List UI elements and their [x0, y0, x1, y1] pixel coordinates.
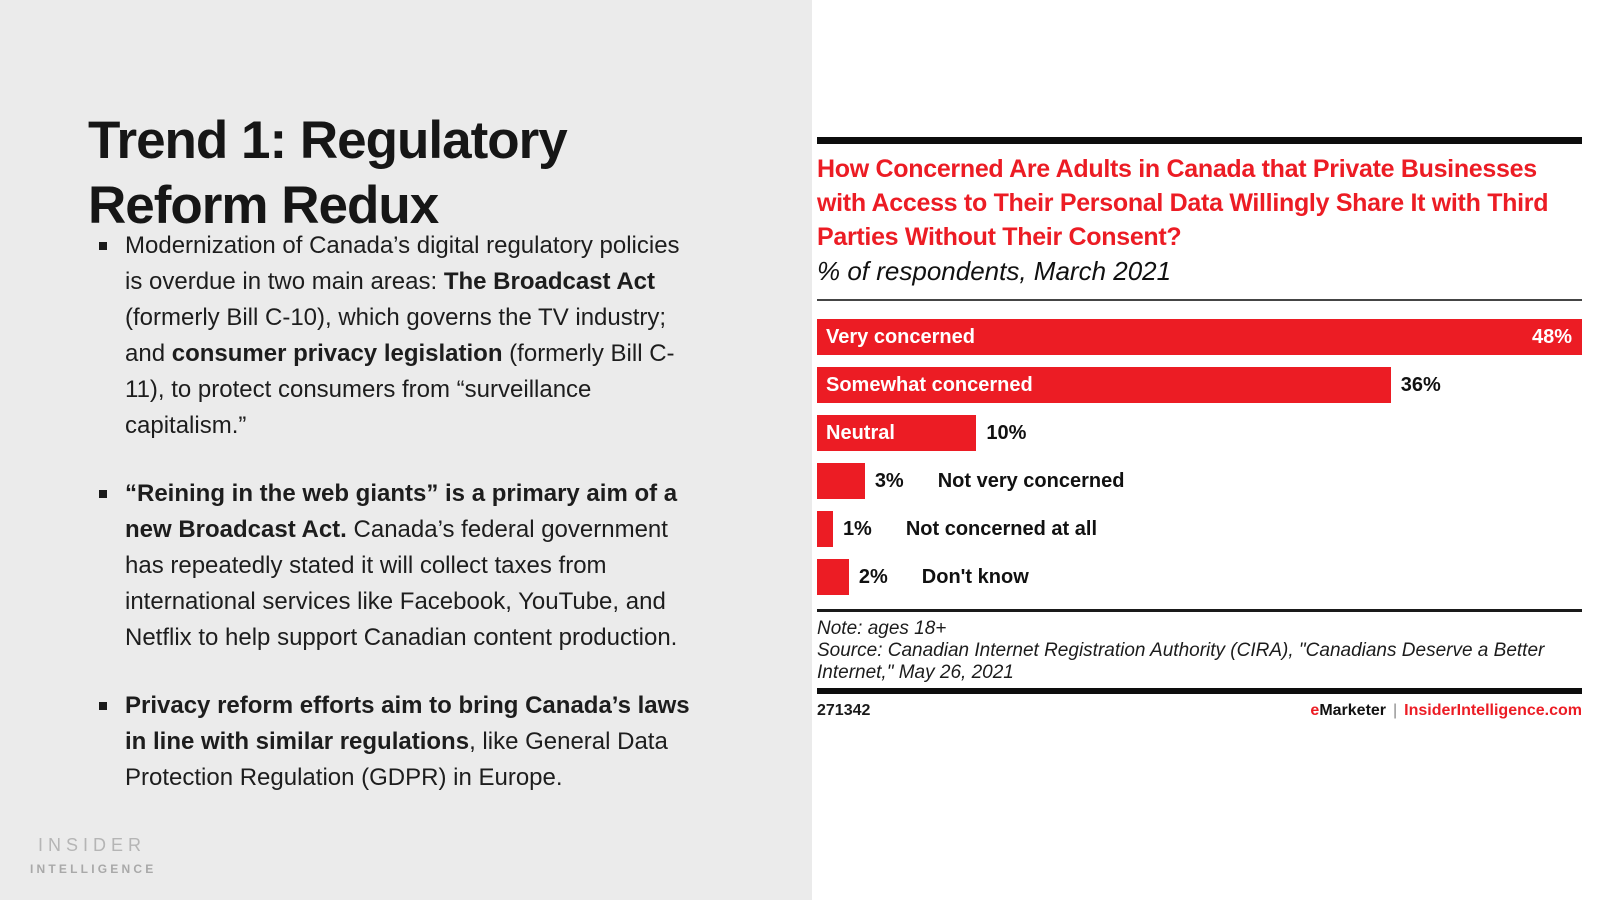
chart-top-rule [817, 137, 1582, 144]
bullet-text: Privacy reform efforts aim to bring Cana… [125, 692, 690, 791]
bar-value-label: 1% [842, 517, 872, 540]
bullet-segment: “Reining in the web giants” is a primary… [125, 480, 678, 543]
bar-category-label: Not very concerned [937, 469, 1125, 492]
bar-value-label: 3% [874, 469, 904, 492]
slide-left-panel: Trend 1: Regulatory Reform Redux Moderni… [0, 0, 812, 900]
logo-intelligence-text: INTELLIGENCE [30, 862, 157, 876]
note-top-rule [817, 609, 1582, 612]
bullet-list: Modernization of Canada’s digital regula… [96, 228, 694, 828]
bar-category-label: Somewhat concerned [826, 373, 1033, 396]
bar-value-label: 2% [858, 565, 888, 588]
bar-chart: Very concerned 48% Somewhat concerned 36… [817, 319, 1582, 595]
bar-category-label: Not concerned at all [905, 517, 1097, 540]
bar-row: Neutral 10% [817, 415, 1582, 451]
bar [817, 511, 833, 547]
bullet-item: Privacy reform efforts aim to bring Cana… [96, 688, 694, 796]
bar [817, 559, 849, 595]
bullet-segment: The Broadcast Act [443, 268, 655, 295]
emarketer-logo-name: Marketer [1319, 702, 1387, 719]
bar-row: 3% Not very concerned [817, 463, 1582, 499]
insider-intelligence-logo: INSIDER INTELLIGENCE [30, 835, 156, 876]
chart-notes: Note: ages 18+ Source: Canadian Internet… [817, 618, 1582, 684]
bullet-segment: Privacy reform efforts aim to bring Cana… [125, 692, 690, 755]
bullet-item: “Reining in the web giants” is a primary… [96, 476, 694, 656]
bar: Somewhat concerned [817, 367, 1391, 403]
bar: Neutral [817, 415, 977, 451]
bullet-segment: Canada’s federal government has repeated… [125, 516, 678, 651]
source-line: Source: Canadian Internet Registration A… [817, 640, 1545, 683]
bar-category-label: Very concerned [826, 325, 975, 348]
bar-value-label: 10% [986, 421, 1027, 444]
chart-id: 271342 [817, 702, 871, 719]
bar-row: Very concerned 48% [817, 319, 1582, 355]
slide-title: Trend 1: Regulatory Reform Redux [88, 110, 568, 235]
bullet-text: Modernization of Canada’s digital regula… [125, 232, 680, 439]
brand-line: eMarketer | InsiderIntelligence.com [1310, 702, 1582, 720]
bar-value-label: 48% [1531, 325, 1572, 348]
bar [817, 463, 865, 499]
chart-title: How Concerned Are Adults in Canada that … [817, 155, 1549, 251]
chart-footer: 271342 eMarketer | InsiderIntelligence.com [817, 702, 1582, 720]
bullet-text: “Reining in the web giants” is a primary… [125, 480, 677, 651]
chart-subtitle: % of respondents, March 2021 [817, 256, 1172, 286]
bullet-segment: Modernization of Canada’s digital regula… [125, 232, 680, 295]
bullet-item: Modernization of Canada’s digital regula… [96, 228, 694, 444]
insider-intelligence-link[interactable]: InsiderIntelligence.com [1404, 702, 1582, 719]
bar-category-label: Neutral [826, 421, 895, 444]
bar: Very concerned 48% [817, 319, 1582, 355]
chart-panel: How Concerned Are Adults in Canada that … [817, 137, 1582, 720]
bullet-segment: consumer privacy legislation [171, 340, 503, 367]
emarketer-logo-e: e [1310, 702, 1320, 719]
bar-row: 1% Not concerned at all [817, 511, 1582, 547]
chart-bottom-rule [817, 688, 1582, 694]
bullet-segment: , like General Data Protection Regulatio… [125, 728, 668, 791]
bar-row: 2% Don't know [817, 559, 1582, 595]
bullet-segment: (formerly Bill C-11), to protect consume… [125, 340, 675, 439]
bar-value-label: 36% [1400, 373, 1441, 396]
bar-row: Somewhat concerned 36% [817, 367, 1582, 403]
chart-subtitle-rule [817, 299, 1582, 301]
bar-category-label: Don't know [921, 565, 1029, 588]
logo-insider-text: INSIDER [38, 835, 147, 855]
brand-separator: | [1393, 702, 1398, 719]
note-line: Note: ages 18+ [817, 618, 947, 639]
bullet-segment: (formerly Bill C-10), which governs the … [125, 304, 667, 367]
